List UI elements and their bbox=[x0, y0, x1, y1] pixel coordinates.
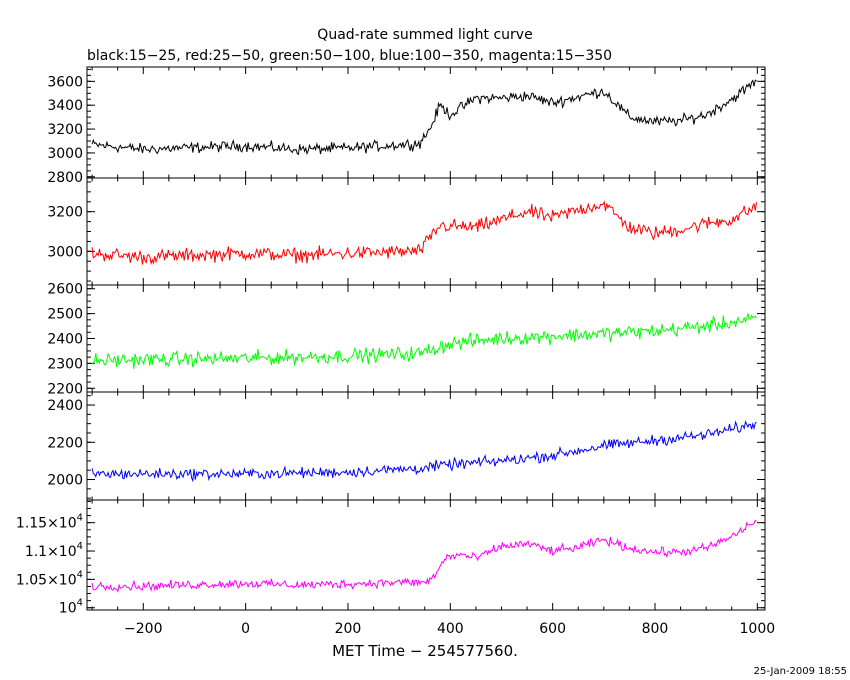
y-tick-label: 3400 bbox=[47, 98, 83, 114]
y-tick-label: 2400 bbox=[47, 332, 83, 348]
y-tick-label-mantissa: 1.15×10 bbox=[16, 516, 77, 532]
panel-frame bbox=[86, 391, 766, 501]
chart-title: Quad-rate summed light curve bbox=[317, 27, 532, 43]
y-tick-label: 1.1×104 bbox=[25, 541, 83, 560]
light-curve-line bbox=[91, 519, 757, 593]
y-tick-label-mantissa: 10 bbox=[59, 601, 77, 617]
x-tick-label: −200 bbox=[124, 621, 162, 637]
y-tick-label-exponent: 4 bbox=[77, 541, 83, 552]
y-tick-label: 2200 bbox=[47, 381, 83, 397]
x-tick-label: 400 bbox=[437, 621, 464, 637]
y-tick-label-exponent: 4 bbox=[77, 569, 83, 580]
x-tick-label: 0 bbox=[241, 621, 250, 637]
y-tick-label-mantissa: 1.1×10 bbox=[25, 544, 77, 560]
panel-frame bbox=[86, 499, 766, 611]
chart-subtitle: black:15−25, red:25−50, green:50−100, bl… bbox=[87, 48, 612, 64]
panel-frame bbox=[86, 284, 766, 393]
light-curve-line bbox=[91, 79, 757, 156]
y-tick-label: 1.05×104 bbox=[16, 569, 83, 588]
y-tick-label: 3600 bbox=[47, 74, 83, 90]
light-curve-line bbox=[91, 420, 757, 483]
light-curve-line bbox=[91, 313, 757, 369]
y-tick-label-mantissa: 1.05×10 bbox=[16, 572, 77, 588]
y-tick-label: 1.15×104 bbox=[16, 513, 83, 532]
panel-frame bbox=[86, 66, 766, 179]
x-tick-label: 200 bbox=[335, 621, 362, 637]
x-tick-label: 800 bbox=[642, 621, 669, 637]
x-axis: −200 0 200 400 600 800 1000 bbox=[124, 621, 775, 637]
y-tick-label: 2000 bbox=[47, 473, 83, 489]
x-axis-label: MET Time − 254577560. bbox=[332, 642, 518, 660]
y-tick-label: 3200 bbox=[47, 205, 83, 221]
x-tick-label: 600 bbox=[539, 621, 566, 637]
y-tick-label: 104 bbox=[59, 598, 83, 617]
panel-3: 2200 2300 2400 2500 2600 bbox=[47, 282, 766, 397]
y-tick-label-exponent: 4 bbox=[77, 598, 83, 609]
y-tick-label: 2500 bbox=[47, 307, 83, 323]
y-tick-label: 3000 bbox=[47, 146, 83, 162]
y-tick-label-exponent: 4 bbox=[77, 513, 83, 524]
panels: 2800 3000 3200 3400 3600 3000 3200 2200 2300 2400… bbox=[16, 66, 766, 617]
y-tick-label: 2200 bbox=[47, 435, 83, 451]
y-tick-label: 2300 bbox=[47, 356, 83, 372]
panel-4: 2000 2200 2400 bbox=[47, 391, 766, 501]
y-tick-label: 2400 bbox=[47, 398, 83, 414]
light-curve-line bbox=[91, 200, 757, 266]
timestamp: 25-Jan-2009 18:55 bbox=[754, 666, 847, 677]
y-tick-label: 2800 bbox=[47, 170, 83, 186]
y-tick-label: 2600 bbox=[47, 282, 83, 298]
y-tick-label: 3200 bbox=[47, 122, 83, 138]
panel-2: 3000 3200 bbox=[47, 177, 766, 286]
x-tick-label: 1000 bbox=[740, 621, 776, 637]
y-tick-label: 3000 bbox=[47, 244, 83, 260]
panel-1: 2800 3000 3200 3400 3600 bbox=[47, 66, 766, 186]
